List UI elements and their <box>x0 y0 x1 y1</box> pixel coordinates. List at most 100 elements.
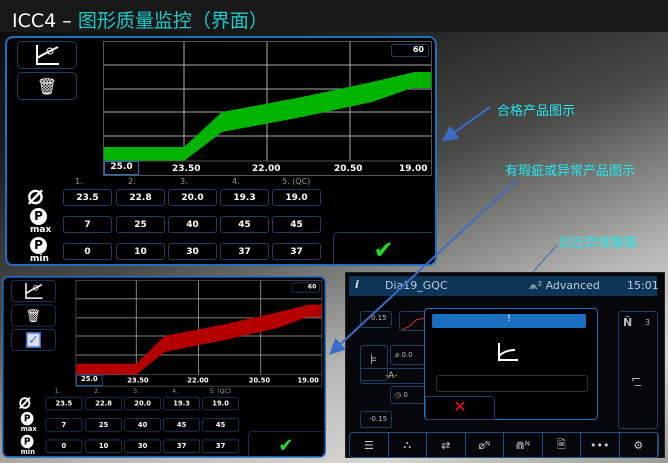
y-max-field[interactable]: 60 <box>291 282 320 293</box>
p-max-cell[interactable]: 7 <box>63 216 112 233</box>
transfer-icon: ⇄ <box>441 438 451 452</box>
crimp-n-icon: ⋒ᴺ <box>515 438 530 452</box>
diameter-cell[interactable]: 20.0 <box>168 189 217 206</box>
chart-icon <box>498 343 518 361</box>
p-min-cell[interactable]: 10 <box>116 243 165 260</box>
report-info-button[interactable]: 🗎 <box>543 433 581 457</box>
tolerance-band <box>104 72 431 161</box>
chart-settings-icon <box>25 283 43 299</box>
p-max-cell[interactable]: 45 <box>272 216 321 233</box>
diameter-cell[interactable]: 22.8 <box>85 396 122 411</box>
y-max-field[interactable]: 60 <box>391 44 429 57</box>
p-min-cell[interactable]: 37 <box>202 439 239 453</box>
step-icon[interactable]: ⌐̲ <box>631 372 642 386</box>
chart-settings-button[interactable]: ⛬ <box>389 433 427 457</box>
x-tick-label: 20.50 <box>334 164 363 174</box>
arrow-alarm <box>532 244 558 273</box>
p-max-cell[interactable]: 40 <box>168 216 217 233</box>
p-max-cell[interactable]: 7 <box>45 418 83 432</box>
column-header: 5. (QC) <box>282 177 311 186</box>
p-min-cell[interactable]: 37 <box>272 243 321 260</box>
arrow-pass <box>441 106 491 142</box>
trash-icon: 🗑 <box>25 307 42 324</box>
check-icon: ✔ <box>278 433 294 456</box>
dialog-input[interactable] <box>436 375 588 392</box>
p-min-cell[interactable]: 10 <box>85 439 122 453</box>
more-button[interactable]: ••• <box>581 433 620 457</box>
info-icon[interactable]: i <box>355 278 359 291</box>
diameter-cell[interactable]: 23.5 <box>63 189 112 206</box>
p-max-cell[interactable]: 40 <box>124 418 161 432</box>
confirm-checkbox-button[interactable]: ✓ <box>11 328 56 352</box>
x-tick-label: 23.50 <box>172 164 201 174</box>
x-tick-label: 22.00 <box>252 164 281 174</box>
chart-settings-button[interactable] <box>11 279 56 303</box>
diameter-cell[interactable]: 23.5 <box>45 396 83 411</box>
trash-icon: 🗑 <box>36 76 58 96</box>
p-min-cell[interactable]: 37 <box>163 439 200 453</box>
device-screen: i Dia19_GQC ⩕² Advanced 15:01 0.15 ⊧ ⌀ 0… <box>345 272 665 458</box>
p-min-cell[interactable]: 0 <box>45 439 83 453</box>
gear-icon: ⚙ <box>633 438 644 452</box>
p-min-cell[interactable]: 0 <box>63 243 112 260</box>
diameter-cell[interactable]: 19.0 <box>202 396 239 411</box>
note-pass: 合格产品图示 <box>497 104 576 119</box>
checkbox-icon: ✓ <box>26 332 41 348</box>
column-header: 1. <box>54 387 61 395</box>
confirm-button[interactable]: ✔ <box>248 430 323 458</box>
lower-tolerance[interactable]: -0.15 <box>360 411 392 428</box>
report-info-icon: 🗎 <box>556 437 566 451</box>
column-header: 3. <box>180 177 188 186</box>
p-max-cell[interactable]: 45 <box>202 418 239 432</box>
p-min-cell[interactable]: 30 <box>124 439 161 453</box>
p-max-cell[interactable]: 45 <box>220 216 269 233</box>
caliper-icon[interactable]: ⊧ <box>360 345 388 381</box>
quality-chart: 60 25.0 23.50 22.00 20.50 19.00 <box>75 279 323 387</box>
confirm-button[interactable]: ✔ <box>333 232 433 266</box>
note-alarm: 扣压异常警报 <box>559 236 638 251</box>
x-tick-label: 19.00 <box>297 377 319 386</box>
transfer-button[interactable]: ⇄ <box>427 433 466 457</box>
x-tick-label: 20.50 <box>248 377 271 386</box>
crimp-n-button[interactable]: ⋒ᴺ <box>504 433 543 457</box>
diameter-icon: ⌀ <box>18 388 32 415</box>
x-start-field[interactable]: 25.0 <box>104 161 139 175</box>
x-start-field[interactable]: 25.0 <box>76 374 103 386</box>
diameter-cell[interactable]: 22.8 <box>116 189 165 206</box>
delete-button[interactable]: 🗑 <box>17 72 77 100</box>
p-min-cell[interactable]: 30 <box>168 243 217 260</box>
list-button[interactable]: ☰ <box>350 433 389 457</box>
diameter-cell[interactable]: 19.3 <box>220 189 269 206</box>
diameter-n-icon: ⌀ᴺ <box>478 438 491 452</box>
dialog-header: ! <box>432 314 586 328</box>
delete-button[interactable]: 🗑 <box>11 304 56 327</box>
alert-dialog: ! ✕ <box>424 308 598 420</box>
diameter-cell[interactable]: 19.0 <box>272 189 321 206</box>
column-header: 5. (QC) <box>209 387 231 395</box>
diameter-cell[interactable]: 20.0 <box>124 396 161 411</box>
counter: 3 <box>645 318 651 327</box>
tolerance-band <box>76 304 322 375</box>
page-title: ICC4 – 图形质量监控（界面） <box>12 10 268 32</box>
diameter-icon: ⌀ <box>27 178 44 211</box>
p-max-cell[interactable]: 45 <box>163 418 200 432</box>
gear-button[interactable]: ⚙ <box>620 433 658 457</box>
diameter-cell[interactable]: 19.3 <box>163 396 200 411</box>
quality-chart: 60 25.0 23.50 22.00 20.50 19.00 <box>103 41 432 176</box>
diameter-n-button[interactable]: ⌀ᴺ <box>466 433 504 457</box>
more-icon: ••• <box>590 438 610 452</box>
p-max-cell[interactable]: 25 <box>85 418 122 432</box>
p-max-cell[interactable]: 25 <box>116 216 165 233</box>
column-header: 4. <box>172 387 178 395</box>
x-tick-label: 19.00 <box>399 164 428 174</box>
p-min-cell[interactable]: 37 <box>220 243 269 260</box>
cancel-button[interactable]: ✕ <box>425 396 495 420</box>
x-tick-label: 23.50 <box>127 377 149 386</box>
chart-settings-button[interactable] <box>17 41 77 69</box>
